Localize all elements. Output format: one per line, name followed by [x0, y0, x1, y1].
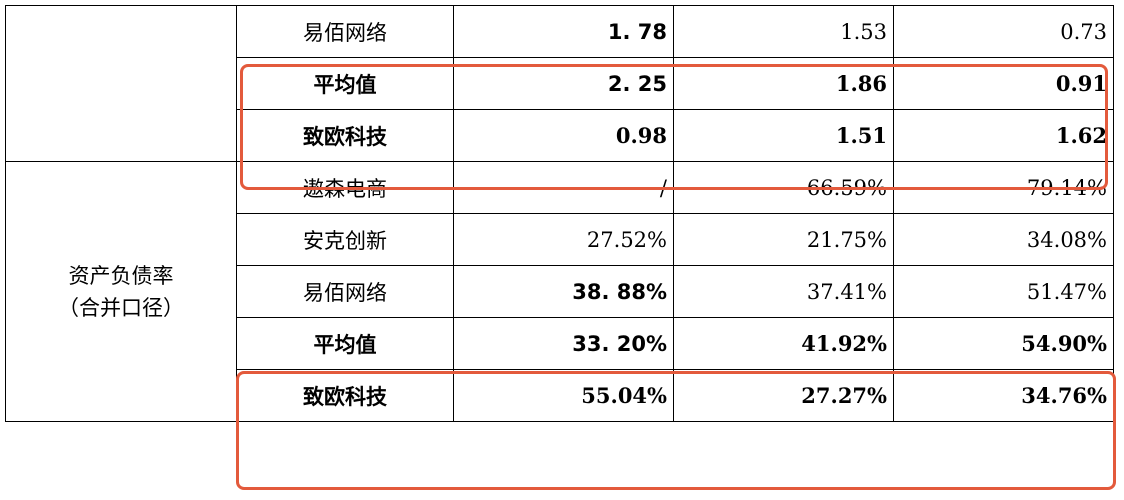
- company-name: 致欧科技: [236, 369, 454, 422]
- value-cell: 1.86: [673, 57, 894, 110]
- value-cell: 1.62: [893, 109, 1114, 162]
- table-row: 资产负债率 （合并口径） 遨森电商 / 66.59% 79.14%: [5, 161, 1114, 422]
- category-label-line1: 资产负债率: [68, 263, 174, 288]
- table-row: 平均值 33. 20% 41.92% 54.90%: [6, 317, 1114, 370]
- value-cell: 51.47%: [893, 265, 1114, 318]
- value-cell: 33. 20%: [453, 317, 674, 370]
- value-cell: 27.52%: [453, 213, 674, 266]
- category-cell-debt-ratio: 资产负债率 （合并口径）: [5, 161, 237, 422]
- value-cell: 21.75%: [673, 213, 894, 266]
- value-cell: 37.41%: [673, 265, 894, 318]
- company-name: 平均值: [236, 317, 454, 370]
- company-name: 安克创新: [236, 213, 454, 266]
- table-row: 易佰网络 1. 78 1.53 0.73: [5, 5, 1114, 162]
- category-cell-previous: [5, 5, 237, 162]
- value-cell: 2. 25: [453, 57, 674, 110]
- value-cell: 0.91: [893, 57, 1114, 110]
- value-cell: 1. 78: [453, 5, 674, 58]
- value-cell: 66.59%: [673, 161, 894, 214]
- table-row: 安克创新 27.52% 21.75% 34.08%: [6, 213, 1114, 266]
- category-label-line2: （合并口径）: [58, 295, 184, 320]
- value-cell: 34.76%: [893, 369, 1114, 422]
- table-row: 致欧科技 55.04% 27.27% 34.76%: [6, 369, 1114, 422]
- value-cell: 38. 88%: [453, 265, 674, 318]
- value-cell: 41.92%: [673, 317, 894, 370]
- financial-comparison-table: 易佰网络 1. 78 1.53 0.73 平均值 2. 25 1.86 0.91…: [5, 5, 1114, 422]
- table-container: 易佰网络 1. 78 1.53 0.73 平均值 2. 25 1.86 0.91…: [5, 5, 1114, 422]
- company-name: 致欧科技: [236, 109, 454, 162]
- value-cell: 54.90%: [893, 317, 1114, 370]
- value-cell: 79.14%: [893, 161, 1114, 214]
- company-name: 易佰网络: [236, 265, 454, 318]
- company-name: 平均值: [236, 57, 454, 110]
- value-cell: 0.73: [893, 5, 1114, 58]
- company-name: 易佰网络: [236, 5, 454, 58]
- value-cell: 1.53: [673, 5, 894, 58]
- value-cell: 55.04%: [453, 369, 674, 422]
- value-cell: 34.08%: [893, 213, 1114, 266]
- value-cell: 1.51: [673, 109, 894, 162]
- table-row: 易佰网络 38. 88% 37.41% 51.47%: [6, 265, 1114, 318]
- value-cell: 27.27%: [673, 369, 894, 422]
- company-name: 遨森电商: [236, 161, 454, 214]
- value-cell: /: [453, 161, 674, 214]
- value-cell: 0.98: [453, 109, 674, 162]
